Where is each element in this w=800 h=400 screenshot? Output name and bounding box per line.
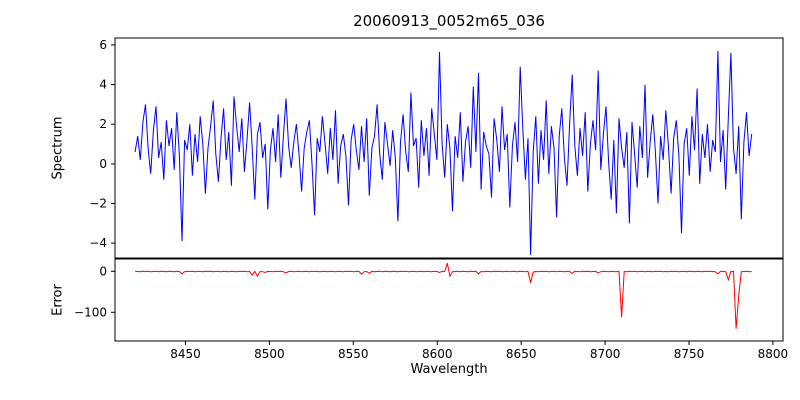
spectrum-ytick-label: 6 bbox=[99, 38, 107, 52]
error-frame bbox=[114, 258, 784, 342]
spectrum-ytick-label: 2 bbox=[99, 117, 107, 131]
spectrum-ytick-label: 4 bbox=[99, 78, 107, 92]
error-line bbox=[135, 262, 752, 329]
xtick-label: 8550 bbox=[338, 347, 369, 361]
spectrum-ytick-label: 0 bbox=[99, 157, 107, 171]
x-axis-label: Wavelength bbox=[410, 362, 488, 377]
xtick-label: 8750 bbox=[674, 347, 705, 361]
xtick-label: 8600 bbox=[422, 347, 453, 361]
spectrum-ytick-label: −2 bbox=[89, 197, 107, 211]
xtick-label: 8700 bbox=[590, 347, 621, 361]
xtick-label: 8500 bbox=[254, 347, 285, 361]
xtick-label: 8800 bbox=[758, 347, 789, 361]
spectrum-frame bbox=[114, 37, 784, 259]
xtick-label: 8450 bbox=[170, 347, 201, 361]
xtick-label: 8650 bbox=[506, 347, 537, 361]
chart-title: 20060913_0052m65_036 bbox=[353, 12, 545, 30]
error-ytick-label: 0 bbox=[99, 264, 107, 278]
spectrum-ytick-label: −4 bbox=[89, 236, 107, 250]
error-ytick-label: −100 bbox=[74, 305, 107, 319]
spectrum-line bbox=[134, 50, 753, 256]
